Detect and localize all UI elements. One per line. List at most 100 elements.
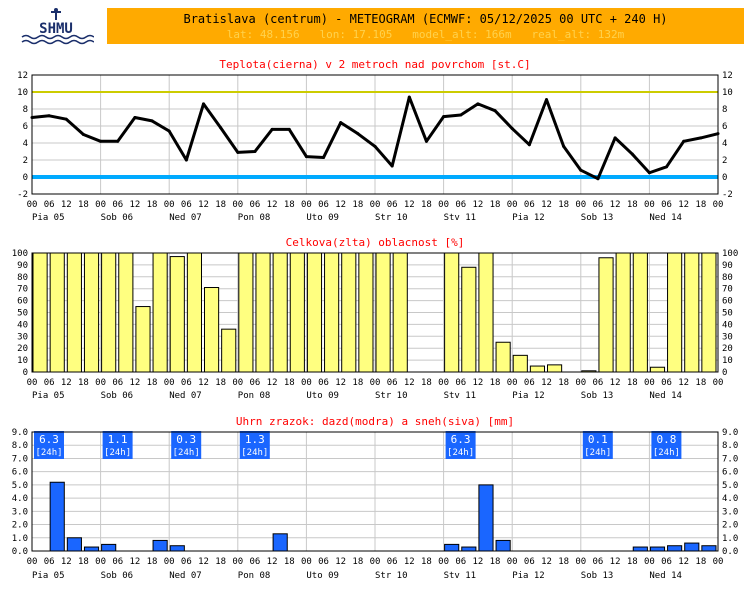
x-hour-label: 18 [284,557,295,567]
cloud-bar [324,252,340,373]
temperature-point [356,132,360,136]
cloud-bar [221,328,237,373]
y-tick-label-left: 4.0 [12,494,28,504]
x-day-label: Uto 09 [306,213,339,223]
real-altitude: real_alt: 132m [531,28,625,41]
y-tick-label-right: 2 [722,156,727,166]
x-hour-label: 00 [232,200,243,210]
x-day-label: Pia 05 [32,571,65,581]
y-tick-label-left: 2.0 [12,521,28,531]
daily-total-period: [24h] [35,448,62,458]
precip-bar [478,484,494,552]
x-hour-label: 18 [215,200,226,210]
cloud-bar [272,252,288,373]
x-hour-label: 06 [44,557,55,567]
logo-text: SHMU [39,21,73,37]
x-hour-label: 12 [335,378,346,388]
x-hour-label: 18 [695,557,706,567]
temperature-point [665,165,669,169]
x-day-label: Str 10 [375,213,408,223]
logo-wave [21,34,94,40]
longitude: lon: 17.105 [319,28,393,41]
x-hour-label: 12 [541,378,552,388]
x-hour-label: 12 [472,378,483,388]
x-hour-label: 12 [541,557,552,567]
temperature-point [647,171,651,175]
x-hour-label: 12 [267,557,278,567]
x-hour-label: 18 [78,378,89,388]
cloud-bar [598,257,614,373]
x-day-label: Sob 13 [581,571,614,581]
daily-total-value: 0.3 [176,433,196,446]
x-hour-label: 06 [112,200,123,210]
y-tick-label-left: 8 [23,105,28,115]
x-hour-label: 00 [232,557,243,567]
x-hour-label: 00 [507,378,518,388]
y-tick-label-left: 10 [17,356,28,366]
daily-total-value: 1.1 [108,433,128,446]
y-tick-label-right: 20 [722,344,733,354]
cloud-bar [495,341,511,373]
temperature-point [596,177,600,181]
precip-bar [101,543,117,552]
x-day-label: Pia 05 [32,391,65,401]
x-hour-label: 06 [524,200,535,210]
x-hour-label: 12 [678,200,689,210]
x-hour-label: 00 [27,557,38,567]
x-hour-label: 18 [147,378,158,388]
temperature-point [81,133,85,136]
x-hour-label: 00 [713,378,724,388]
x-hour-label: 06 [455,378,466,388]
x-day-label: Pia 12 [512,391,545,401]
x-hour-label: 12 [472,557,483,567]
temperature-point [579,168,583,172]
x-hour-label: 06 [661,378,672,388]
cloud-bar [49,252,65,373]
y-tick-label-left: 1.0 [12,534,28,544]
daily-total-period: [24h] [241,448,268,458]
y-tick-label-right: 6 [722,122,727,132]
cloud-bar [701,252,717,373]
x-hour-label: 12 [335,557,346,567]
y-tick-label-right: 3.0 [722,507,738,517]
temperature-point [219,126,223,130]
x-hour-label: 00 [95,378,106,388]
y-tick-label-right: 5.0 [722,481,738,491]
chart-title: Celkova(zlta) oblacnost [%] [286,236,465,249]
chart-title: Uhrn zrazok: dazd(modra) a sneh(siva) [m… [236,415,514,428]
temperature-point [613,136,617,140]
x-hour-label: 06 [181,200,192,210]
temperature-point [236,150,240,154]
daily-total-value: 6.3 [39,433,59,446]
y-tick-label-right: 6.0 [722,468,738,478]
x-hour-label: 18 [627,200,638,210]
latitude: lat: 48.156 [226,28,300,41]
x-day-label: Str 10 [375,571,408,581]
x-hour-label: 18 [147,200,158,210]
x-hour-label: 00 [575,557,586,567]
y-tick-label-left: 4 [23,139,28,149]
x-hour-label: 00 [164,378,175,388]
x-hour-label: 00 [438,557,449,567]
daily-total-box [171,431,202,459]
x-day-label: Pia 05 [32,213,65,223]
cloud-bar [204,287,220,373]
x-hour-label: 06 [181,557,192,567]
x-hour-label: 00 [301,200,312,210]
x-day-label: Sob 13 [581,391,614,401]
plot-frame [31,74,719,195]
location-info: lat: 48.156 lon: 17.105 model_alt: 166m … [107,27,744,43]
precip-bar [667,545,683,552]
y-tick-label-right: 100 [722,249,738,259]
daily-total-value: 0.8 [656,433,676,446]
temperature-point [493,109,497,113]
cloud-bar [238,252,254,373]
y-tick-label-left: 7.0 [12,454,28,464]
temperature-point [150,119,154,123]
y-tick-label-right: 80 [722,273,733,283]
temperature-point [253,150,257,153]
x-hour-label: 12 [610,557,621,567]
y-tick-label-left: 10 [17,88,28,98]
x-hour-label: 12 [61,557,72,567]
temperature-point [545,98,548,102]
